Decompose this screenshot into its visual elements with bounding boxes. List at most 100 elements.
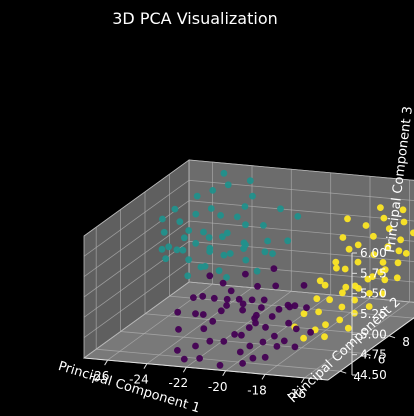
point-cluster1-39 <box>193 192 201 200</box>
x-tick-1 <box>143 363 148 369</box>
point-cluster2-40 <box>362 222 370 229</box>
point-cluster0-43 <box>272 282 280 290</box>
point-cluster0-25 <box>200 325 208 333</box>
x-axis-line <box>83 357 329 381</box>
point-cluster0-50 <box>291 343 299 351</box>
z-tick-label-0: 4.50 <box>360 368 387 382</box>
point-cluster1-28 <box>264 237 271 245</box>
y-tick-2 <box>388 335 396 339</box>
point-cluster0-44 <box>206 272 214 280</box>
point-cluster1-37 <box>158 245 166 253</box>
point-cluster0-2 <box>223 295 231 303</box>
point-cluster0-57 <box>300 282 308 289</box>
point-cluster1-30 <box>284 237 292 245</box>
point-cluster0-7 <box>275 305 283 313</box>
point-cluster2-46 <box>321 333 328 341</box>
point-cluster1-7 <box>261 248 269 256</box>
point-cluster0-47 <box>175 326 182 333</box>
point-cluster0-26 <box>206 337 214 345</box>
x-tick-5 <box>300 377 305 384</box>
y-tick-1 <box>364 353 371 356</box>
point-cluster2-24 <box>379 290 386 297</box>
point-cluster2-49 <box>300 334 307 342</box>
point-cluster2-41 <box>339 234 347 241</box>
point-cluster0-16 <box>252 319 259 327</box>
point-cluster2-14 <box>397 236 404 244</box>
point-cluster2-0 <box>326 296 333 304</box>
gridline-z-4 <box>83 200 414 278</box>
point-cluster2-9 <box>394 259 402 267</box>
point-cluster0-1 <box>223 302 231 309</box>
point-cluster1-12 <box>215 267 223 275</box>
z-tick-label-6: 6.00 <box>360 246 387 260</box>
point-cluster2-47 <box>300 310 308 318</box>
point-cluster2-36 <box>366 290 373 297</box>
point-cluster2-5 <box>342 283 350 291</box>
point-cluster0-49 <box>261 353 269 361</box>
point-cluster1-27 <box>249 192 256 200</box>
point-cluster1-19 <box>233 213 241 221</box>
point-cluster2-3 <box>364 275 372 283</box>
point-cluster0-20 <box>260 296 268 304</box>
point-cluster1-33 <box>200 228 207 236</box>
x-tick-2 <box>182 366 187 373</box>
point-cluster0-8 <box>268 313 276 320</box>
point-cluster1-23 <box>171 205 179 213</box>
y-axis-line <box>327 317 414 381</box>
point-cluster0-30 <box>192 342 199 350</box>
point-cluster1-31 <box>242 256 250 264</box>
point-cluster1-22 <box>160 228 168 236</box>
point-cluster2-33 <box>345 245 353 253</box>
point-cluster2-17 <box>354 241 362 249</box>
y-tick-label-1: 6 <box>378 352 386 366</box>
point-cluster0-51 <box>307 328 314 336</box>
chart-title: 3D PCA Visualization <box>112 9 278 28</box>
point-cluster0-56 <box>180 355 188 363</box>
point-cluster1-2 <box>206 248 214 256</box>
point-cluster0-11 <box>192 310 199 318</box>
point-cluster2-27 <box>336 316 344 324</box>
point-cluster2-21 <box>410 229 414 237</box>
point-cluster0-37 <box>292 325 300 333</box>
point-cluster2-20 <box>400 218 408 226</box>
point-cluster1-3 <box>223 229 231 237</box>
x-tick-3 <box>222 370 227 377</box>
point-cluster0-39 <box>246 342 254 350</box>
point-cluster1-13 <box>165 243 173 251</box>
point-cluster0-4 <box>235 295 243 303</box>
point-cluster1-0 <box>192 239 200 247</box>
point-cluster0-45 <box>190 294 197 301</box>
point-cluster1-17 <box>207 205 215 212</box>
point-cluster1-8 <box>179 246 187 254</box>
point-cluster0-17 <box>259 338 267 346</box>
z-tick-label-2: 5.00 <box>360 327 387 341</box>
point-cluster2-30 <box>313 295 321 303</box>
point-cluster1-26 <box>224 181 232 189</box>
point-cluster1-36 <box>162 255 170 263</box>
point-cluster0-41 <box>242 270 249 278</box>
point-cluster1-45 <box>180 234 188 242</box>
gridline-z-6 <box>83 159 414 237</box>
point-cluster2-25 <box>365 303 373 310</box>
gridline-z-3 <box>83 220 414 298</box>
point-cluster0-22 <box>291 302 299 310</box>
point-cluster2-23 <box>393 274 401 282</box>
point-cluster2-31 <box>316 277 324 285</box>
point-cluster2-4 <box>377 268 384 276</box>
point-cluster1-49 <box>246 177 254 185</box>
x-tick-label-5: -16 <box>287 387 307 401</box>
point-cluster0-34 <box>271 332 278 340</box>
x-tick-label-0: -26 <box>90 369 110 383</box>
point-cluster1-29 <box>269 250 276 257</box>
point-cluster1-38 <box>241 203 249 210</box>
point-cluster1-15 <box>176 218 184 226</box>
point-cluster2-11 <box>354 258 362 266</box>
point-cluster2-35 <box>351 296 358 304</box>
x-tick-label-1: -24 <box>129 373 149 387</box>
point-cluster1-21 <box>260 222 267 229</box>
point-cluster0-27 <box>220 338 228 345</box>
point-cluster0-19 <box>248 296 256 304</box>
y-tick-label-2: 8 <box>402 335 410 349</box>
